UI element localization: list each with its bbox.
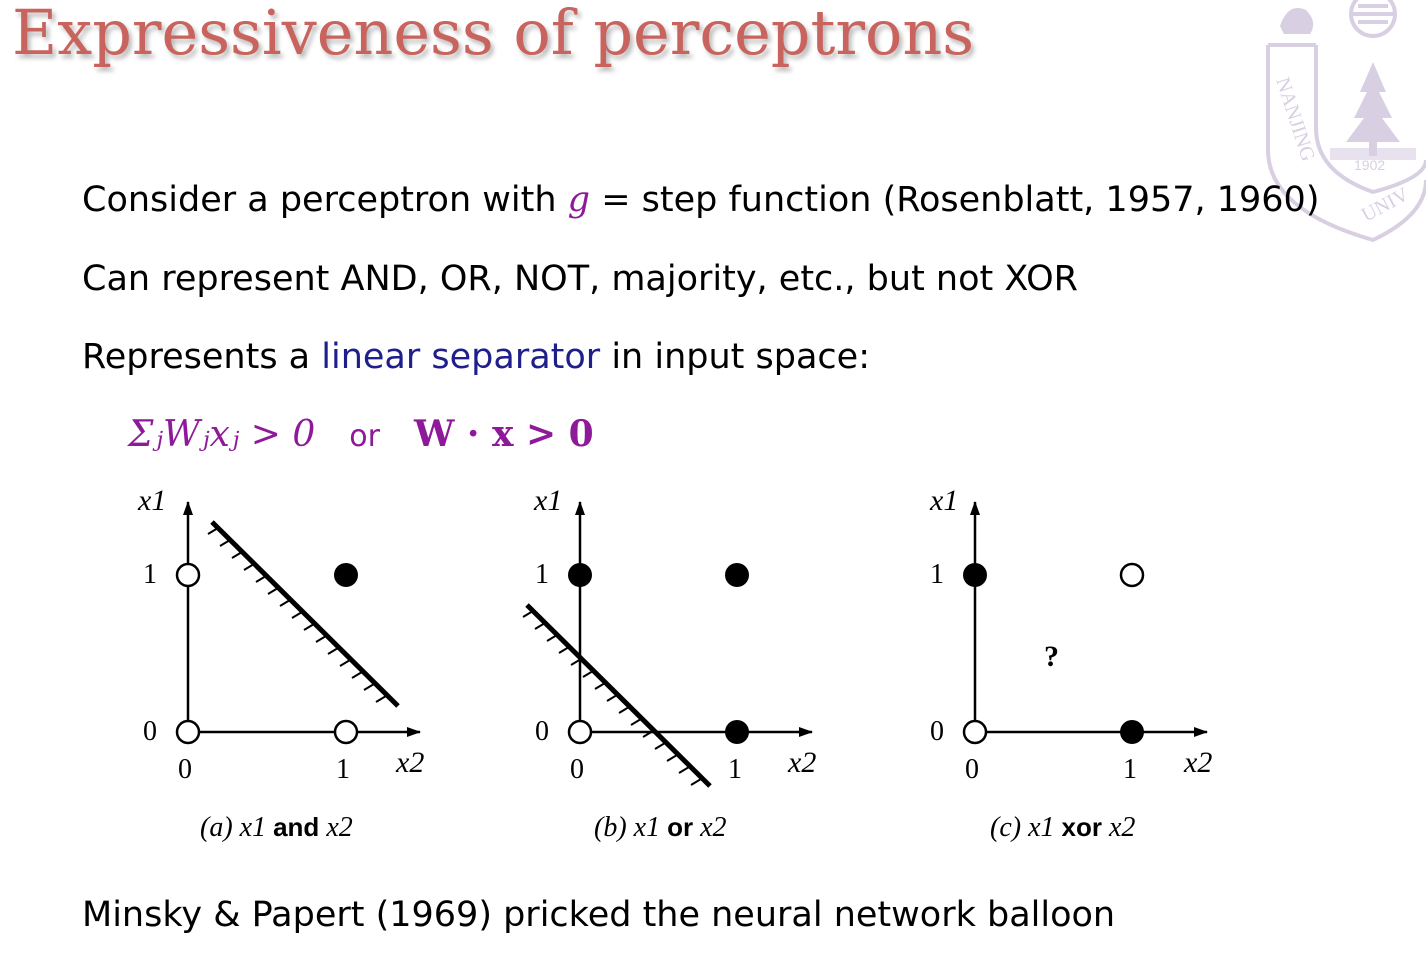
university-logo: 1902 NANJING UNIV (1266, 0, 1426, 243)
point-1-0-positive (1120, 720, 1144, 744)
g-symbol: g (567, 180, 591, 220)
x-tick-0: 0 (178, 754, 192, 785)
x-axis-label: x2 (395, 746, 424, 779)
or-word: or (349, 419, 380, 454)
point-1-0-positive (725, 720, 749, 744)
caption-b: (b) x1 or x2 (594, 812, 727, 843)
panel-xor: x1 x2 0 1 0 1 ? (c) x1 xor x2 (929, 484, 1212, 843)
line-perceptron-definition: Consider a perceptron with g = step func… (82, 180, 1319, 220)
separator-hatching (522, 610, 702, 786)
point-0-1-positive (963, 563, 987, 587)
x-tick-0: 0 (570, 754, 584, 785)
slide-title: Expressiveness of perceptrons (12, 0, 975, 69)
question-mark: ? (1044, 640, 1059, 673)
point-0-1-negative (175, 562, 201, 588)
caption-a: (a) x1 and x2 (200, 812, 353, 843)
y-tick-1: 1 (930, 559, 944, 590)
separability-figures: x1 x2 0 1 0 1 (a) x1 and x2 x1 x2 0 1 0 … (137, 484, 1212, 843)
logo-arc-text-left: NANJING (1271, 75, 1319, 164)
point-1-1-positive (334, 563, 358, 587)
point-0-0-negative (962, 719, 988, 745)
logo-year: 1902 (1354, 157, 1385, 173)
point-1-1-positive (725, 563, 749, 587)
separator-hatching (207, 527, 387, 703)
sum-expression: ΣⱼWⱼxⱼ > 0 (128, 414, 316, 455)
point-0-1-positive (568, 563, 592, 587)
x-tick-0: 0 (965, 754, 979, 785)
x-tick-1: 1 (1123, 754, 1137, 785)
y-axis-label: x1 (533, 484, 562, 517)
separator-line (525, 603, 712, 788)
x-axis-label: x2 (787, 746, 816, 779)
linear-separator-term: linear separator (321, 337, 601, 377)
x-axis-label: x2 (1183, 746, 1212, 779)
y-axis-label: x1 (137, 484, 166, 517)
y-tick-0: 0 (535, 716, 549, 747)
y-tick-1: 1 (143, 559, 157, 590)
point-0-0-negative (175, 719, 201, 745)
line-representable-functions: Can represent AND, OR, NOT, majority, et… (82, 259, 1078, 299)
line-linear-separator: Represents a linear separator in input s… (82, 337, 870, 377)
separator-line (210, 520, 400, 708)
equals-sign: = (590, 180, 642, 220)
line-minsky-papert: Minsky & Papert (1969) pricked the neura… (82, 895, 1116, 935)
line1-prefix: Consider a perceptron with (82, 180, 568, 220)
point-0-0-negative (567, 719, 593, 745)
y-tick-1: 1 (535, 559, 549, 590)
panel-or: x1 x2 0 1 0 1 (b) x1 or x2 (522, 484, 816, 843)
line1-suffix: step function (Rosenblatt, 1957, 1960) (641, 180, 1320, 220)
point-1-0-negative (333, 719, 359, 745)
y-tick-0: 0 (143, 716, 157, 747)
line3-suffix: in input space: (600, 337, 870, 377)
x-tick-1: 1 (336, 754, 350, 785)
x-tick-1: 1 (728, 754, 742, 785)
panel-and: x1 x2 0 1 0 1 (a) x1 and x2 (137, 484, 424, 843)
vector-expression: W · x > 0 (413, 413, 594, 455)
separator-formula: ΣⱼWⱼxⱼ > 0 or W · x > 0 (128, 413, 594, 455)
caption-c: (c) x1 xor x2 (990, 812, 1135, 843)
y-tick-0: 0 (930, 716, 944, 747)
point-1-1-negative (1119, 562, 1145, 588)
y-axis-label: x1 (929, 484, 958, 517)
line3-prefix: Represents a (82, 337, 322, 377)
